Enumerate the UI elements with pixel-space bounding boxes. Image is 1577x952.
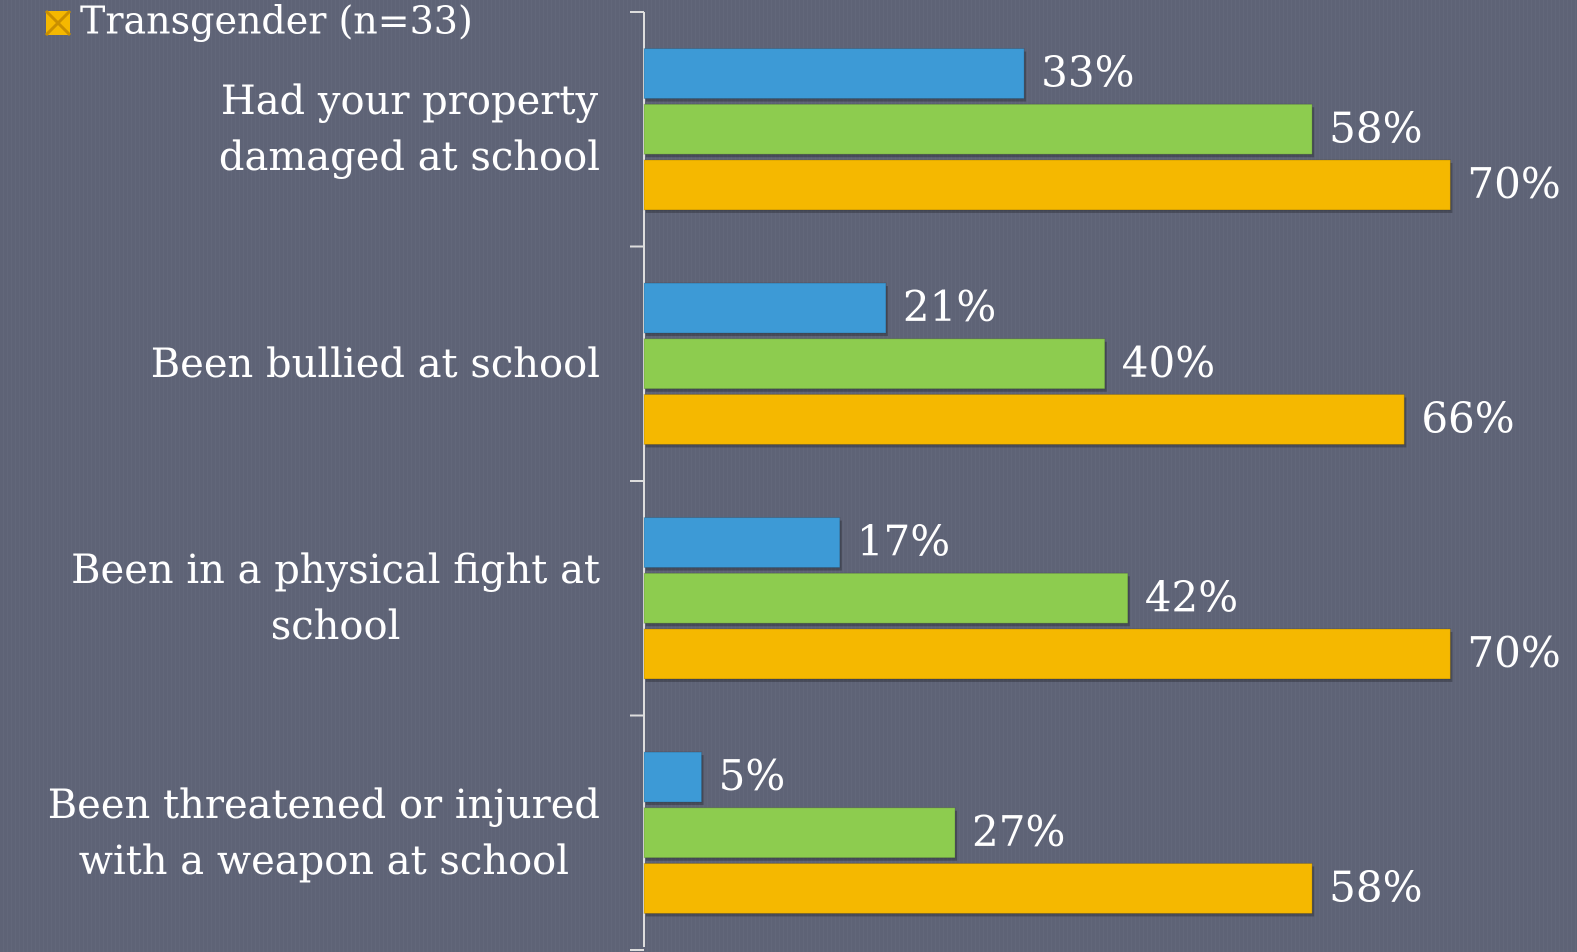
- value-label: 58%: [1329, 103, 1422, 152]
- bar: [643, 48, 1025, 100]
- value-label: 66%: [1421, 393, 1514, 442]
- value-label: 70%: [1467, 159, 1560, 208]
- legend-label: Transgender (n=33): [80, 0, 473, 43]
- bar: [643, 862, 1313, 914]
- bar: [643, 282, 887, 334]
- value-label: 33%: [1041, 48, 1134, 97]
- category-label: Been in a physical fight at school: [71, 547, 600, 650]
- category-label: Had your property damaged at school: [218, 78, 600, 181]
- category-label: Been bullied at school: [150, 340, 600, 387]
- legend-swatch-mark: [44, 9, 72, 37]
- bar: [643, 751, 703, 803]
- bar: [643, 807, 956, 859]
- value-label: 27%: [972, 807, 1065, 856]
- bar: [643, 338, 1106, 390]
- bar: [643, 393, 1405, 445]
- value-label: 58%: [1329, 862, 1422, 911]
- value-label: 42%: [1145, 572, 1238, 621]
- value-label: 40%: [1122, 338, 1215, 387]
- bar: [643, 103, 1313, 155]
- value-label: 17%: [857, 517, 950, 566]
- value-label: 21%: [903, 282, 996, 331]
- bar: [643, 517, 841, 569]
- value-label: 70%: [1467, 628, 1560, 677]
- bar: [643, 159, 1451, 211]
- bar: [643, 572, 1129, 624]
- bar: [643, 628, 1451, 680]
- value-label: 5%: [719, 751, 786, 800]
- category-label: Been threatened or injured with a weapon…: [47, 781, 600, 884]
